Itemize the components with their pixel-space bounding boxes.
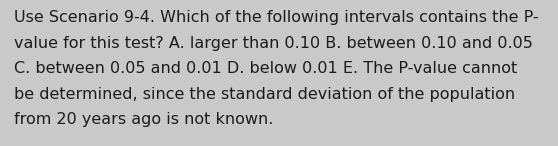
Text: value for this test? A. larger than 0.10 B. between 0.10 and 0.05: value for this test? A. larger than 0.10…	[14, 36, 533, 51]
Text: be determined, since the standard deviation of the population: be determined, since the standard deviat…	[14, 87, 515, 102]
Text: from 20 years ago is not known.: from 20 years ago is not known.	[14, 112, 273, 127]
Text: C. between 0.05 and 0.01 D. below 0.01 E. The P-value cannot: C. between 0.05 and 0.01 D. below 0.01 E…	[14, 61, 517, 76]
Text: Use Scenario 9-4. Which of the following intervals contains the P-: Use Scenario 9-4. Which of the following…	[14, 10, 538, 25]
